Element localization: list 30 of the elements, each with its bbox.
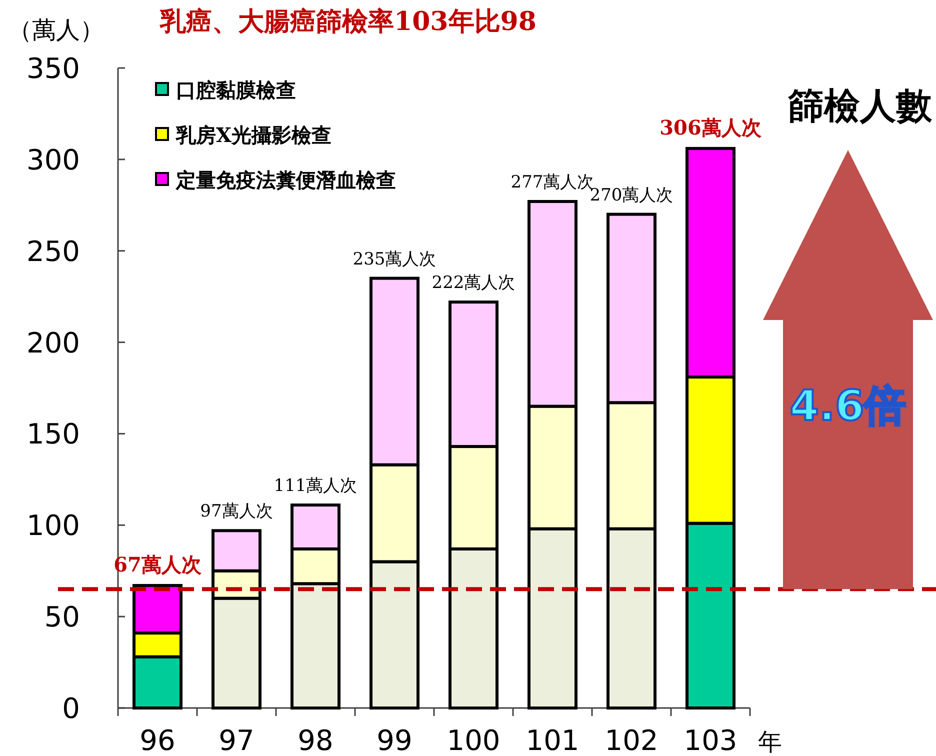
y-tick-label: 150: [26, 418, 80, 451]
y-tick-label: 350: [26, 52, 80, 85]
x-tick-label: 103: [684, 724, 738, 756]
y-tick-label: 300: [26, 143, 80, 176]
x-axis-title: 年: [758, 728, 782, 756]
total-label: 111萬人次: [274, 476, 358, 496]
y-tick-label: 250: [26, 234, 80, 268]
total-label: 222萬人次: [432, 273, 516, 294]
total-label: 235萬人次: [352, 249, 436, 270]
total-label: 270萬人次: [590, 185, 674, 206]
x-tick-label: 96: [140, 724, 176, 756]
chart-title: 乳癌、大腸癌篩檢率103年比98: [159, 7, 536, 37]
x-tick-label: 99: [376, 724, 412, 756]
x-tick-label: 98: [298, 724, 334, 756]
total-label: 97萬人次: [200, 502, 273, 522]
total-label: 306萬人次: [660, 115, 762, 140]
x-tick-label: 97: [218, 724, 254, 756]
legend-label: 口腔黏膜檢查: [176, 78, 296, 102]
text: 篩檢人數: [787, 85, 933, 127]
x-tick-label: 101: [526, 724, 580, 756]
y-tick-label: 200: [26, 326, 80, 360]
y-tick-label: 0: [62, 692, 80, 725]
y-axis-title: （萬人）: [8, 16, 104, 44]
y-tick-label: 100: [26, 509, 80, 542]
legend-label: 乳房X光攝影檢查: [175, 123, 332, 147]
x-tick-label: 102: [604, 724, 658, 756]
text: 4.6倍: [790, 381, 906, 430]
legend-label: 定量免疫法糞便潛血檢查: [175, 168, 396, 192]
y-tick-label: 50: [44, 600, 80, 634]
x-tick-label: 100: [446, 724, 500, 756]
